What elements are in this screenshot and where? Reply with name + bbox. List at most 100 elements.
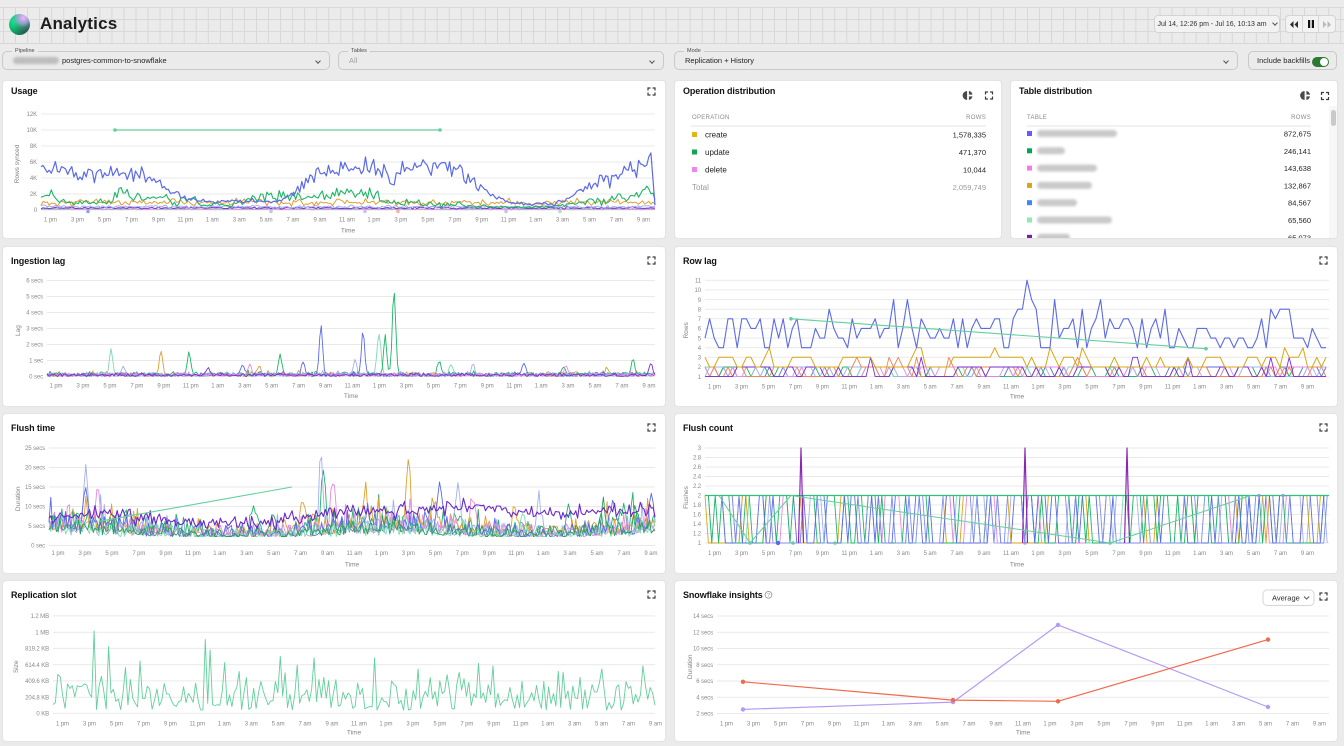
svg-text:3 pm: 3 pm (71, 218, 84, 224)
svg-text:1.2 MB: 1.2 MB (31, 614, 50, 620)
svg-text:2.2: 2.2 (693, 484, 702, 490)
svg-text:1,578,335: 1,578,335 (953, 131, 986, 140)
svg-text:3 am: 3 am (1220, 385, 1233, 391)
svg-text:11 pm: 11 pm (506, 384, 522, 390)
svg-text:2,059,749: 2,059,749 (953, 183, 986, 192)
svg-text:3 am: 3 am (238, 384, 251, 390)
svg-text:9 pm: 9 pm (816, 551, 829, 557)
svg-text:4K: 4K (30, 176, 37, 182)
svg-text:10 secs: 10 secs (693, 647, 713, 653)
svg-text:11 am: 11 am (1003, 551, 1019, 557)
svg-text:7 pm: 7 pm (460, 721, 473, 727)
svg-text:20 secs: 20 secs (25, 466, 45, 472)
svg-text:11 pm: 11 pm (853, 721, 869, 727)
svg-text:1 am: 1 am (218, 721, 231, 727)
svg-text:1 am: 1 am (206, 218, 219, 224)
svg-text:5 pm: 5 pm (774, 721, 787, 727)
svg-text:10: 10 (695, 288, 702, 294)
svg-text:7 pm: 7 pm (125, 218, 138, 224)
svg-text:TABLE: TABLE (1027, 115, 1047, 121)
svg-text:9 pm: 9 pm (1139, 385, 1152, 391)
svg-text:7 am: 7 am (963, 721, 976, 727)
svg-text:9 am: 9 am (978, 385, 991, 391)
svg-text:10 secs: 10 secs (25, 505, 45, 511)
svg-text:3 pm: 3 pm (406, 721, 419, 727)
svg-text:Table distribution: Table distribution (1019, 86, 1092, 96)
svg-text:1 pm: 1 pm (367, 218, 380, 224)
svg-text:Time: Time (1010, 394, 1025, 401)
svg-text:Average: Average (1272, 594, 1300, 603)
svg-text:614.4 KB: 614.4 KB (25, 663, 49, 669)
svg-text:5 am: 5 am (265, 384, 278, 390)
svg-text:246,141: 246,141 (1284, 147, 1311, 156)
svg-text:9 am: 9 am (314, 218, 327, 224)
svg-text:1 pm: 1 pm (1031, 551, 1044, 557)
svg-text:9 am: 9 am (319, 384, 332, 390)
svg-text:?: ? (767, 593, 770, 599)
svg-text:11 pm: 11 pm (1165, 385, 1181, 391)
svg-text:3 am: 3 am (240, 551, 253, 557)
svg-text:4 secs: 4 secs (696, 696, 713, 702)
svg-text:1 am: 1 am (882, 721, 895, 727)
svg-text:15 secs: 15 secs (25, 485, 45, 491)
svg-text:7 am: 7 am (299, 721, 312, 727)
svg-text:9 am: 9 am (978, 551, 991, 557)
svg-text:2 secs: 2 secs (26, 343, 43, 349)
svg-text:1 pm: 1 pm (373, 384, 386, 390)
svg-text:3 am: 3 am (897, 385, 910, 391)
svg-text:5 pm: 5 pm (1085, 385, 1098, 391)
svg-text:1 pm: 1 pm (720, 721, 733, 727)
svg-text:OPERATION: OPERATION (692, 115, 730, 121)
svg-text:1: 1 (698, 541, 702, 547)
svg-text:1 am: 1 am (537, 551, 550, 557)
svg-text:Duration: Duration (687, 654, 694, 679)
svg-text:11 pm: 11 pm (1177, 721, 1193, 727)
svg-text:7 pm: 7 pm (130, 384, 143, 390)
svg-text:7 am: 7 am (610, 218, 623, 224)
svg-text:Snowflake insights: Snowflake insights (683, 590, 763, 600)
svg-text:Rows synced: Rows synced (14, 144, 21, 183)
svg-text:0 KB: 0 KB (36, 712, 49, 718)
svg-text:7 am: 7 am (1286, 721, 1299, 727)
svg-text:8K: 8K (30, 144, 37, 150)
svg-text:Rows: Rows (683, 322, 690, 339)
svg-text:Time: Time (1016, 729, 1031, 736)
svg-text:5 pm: 5 pm (1085, 551, 1098, 557)
svg-text:ROWS: ROWS (966, 115, 986, 121)
svg-text:1 am: 1 am (1205, 721, 1218, 727)
svg-text:3: 3 (698, 446, 702, 452)
svg-text:3 pm: 3 pm (400, 384, 413, 390)
svg-text:9 pm: 9 pm (1139, 551, 1152, 557)
svg-text:9 am: 9 am (990, 721, 1003, 727)
svg-text:1 pm: 1 pm (44, 218, 57, 224)
svg-text:Flush time: Flush time (11, 423, 55, 433)
svg-text:10K: 10K (27, 128, 37, 134)
svg-text:Ingestion lag: Ingestion lag (11, 256, 65, 266)
svg-text:204.8 KB: 204.8 KB (25, 695, 49, 701)
svg-text:Usage: Usage (11, 86, 38, 96)
svg-text:3 pm: 3 pm (1070, 721, 1083, 727)
svg-text:9 pm: 9 pm (157, 384, 170, 390)
svg-text:3 am: 3 am (564, 551, 577, 557)
svg-text:9 am: 9 am (642, 384, 655, 390)
svg-text:1 am: 1 am (870, 551, 883, 557)
svg-text:7 pm: 7 pm (789, 385, 802, 391)
svg-text:1 pm: 1 pm (50, 384, 63, 390)
svg-text:5 pm: 5 pm (1097, 721, 1110, 727)
svg-text:84,567: 84,567 (1288, 199, 1311, 208)
svg-text:12K: 12K (27, 112, 37, 118)
svg-text:5 pm: 5 pm (427, 384, 440, 390)
svg-text:1 pm: 1 pm (52, 551, 65, 557)
svg-text:1 pm: 1 pm (375, 551, 388, 557)
svg-text:1 sec: 1 sec (29, 359, 43, 365)
svg-text:7: 7 (698, 317, 702, 323)
svg-text:65,560: 65,560 (1288, 216, 1311, 225)
svg-text:3 pm: 3 pm (747, 721, 760, 727)
svg-text:11 pm: 11 pm (841, 551, 857, 557)
svg-text:7 am: 7 am (615, 384, 628, 390)
svg-text:9 am: 9 am (326, 721, 339, 727)
svg-text:5 secs: 5 secs (28, 524, 45, 530)
svg-text:1.4: 1.4 (693, 522, 702, 528)
svg-text:7 pm: 7 pm (1112, 385, 1125, 391)
svg-text:3 am: 3 am (562, 384, 575, 390)
